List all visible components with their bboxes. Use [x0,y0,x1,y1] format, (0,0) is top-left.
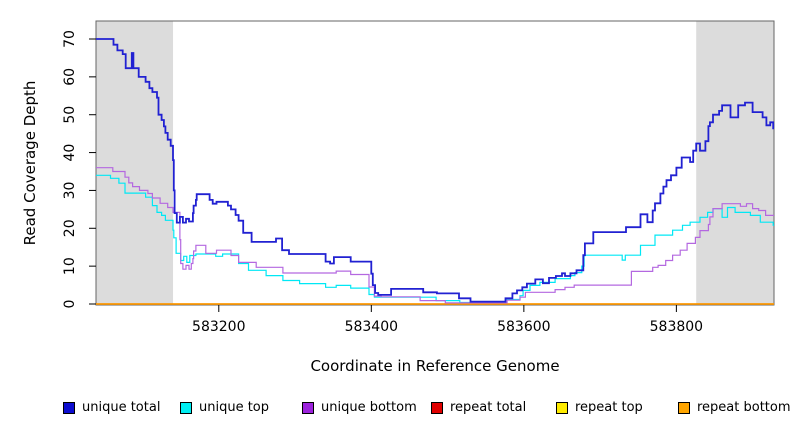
legend-item-repeat-top: repeat top [556,400,643,415]
y-tick-label: 30 [62,182,78,200]
unique-total-swatch-icon [63,401,75,414]
y-tick-label: 50 [62,106,78,124]
x-tick-label: 583600 [497,319,550,335]
y-tick-label: 20 [62,219,78,237]
x-tick-label: 583200 [192,319,245,335]
legend-item-repeat-bottom: repeat bottom [678,400,791,415]
legend-item-unique-bottom: unique bottom [302,400,417,415]
y-tick-label: 70 [62,30,78,48]
y-tick-label: 60 [62,68,78,86]
x-tick-label: 583400 [345,319,398,335]
y-tick-label: 10 [62,257,78,275]
shaded-region [96,21,174,305]
x-axis-title: Coordinate in Reference Genome [310,357,560,375]
plot-border [95,20,775,306]
legend-label: unique bottom [321,400,417,415]
repeat-top-swatch-icon [556,401,568,414]
coverage-plot-canvas: 0 10 20 30 40 50 60 70 583200 583400 583600 583800 [62,20,775,335]
series-line-unique-bottom [96,167,774,304]
y-axis-title: Read Coverage Depth [21,80,39,246]
unique-top-swatch-icon [180,401,192,414]
legend-item-unique-top: unique top [180,400,269,415]
legend-label: repeat top [575,400,643,415]
legend-label: unique total [82,400,161,415]
legend: unique total unique top unique bottom re… [0,400,792,424]
repeat-total-swatch-icon [431,401,443,414]
y-tick-label: 0 [62,300,78,309]
shaded-region [696,21,774,305]
repeat-bottom-swatch-icon [678,401,690,414]
legend-item-unique-total: unique total [63,400,160,415]
unique-bottom-swatch-icon [302,401,314,414]
x-tick-label: 583800 [650,319,703,335]
legend-label: repeat bottom [697,400,791,415]
series-line-unique-total [96,38,775,303]
legend-item-repeat-total: repeat total [431,400,526,415]
y-tick-label: 40 [62,144,78,162]
legend-label: repeat total [450,400,527,415]
legend-label: unique top [199,400,270,415]
